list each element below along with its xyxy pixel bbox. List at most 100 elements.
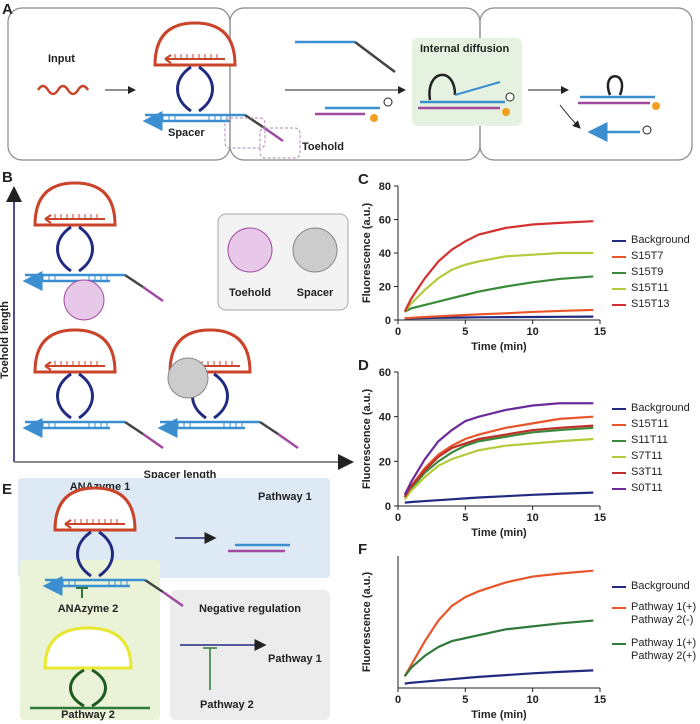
legend-item: S15T13 xyxy=(631,298,670,310)
y-tick-label: 80 xyxy=(379,181,391,193)
series-line xyxy=(403,220,594,313)
x-tick-label: 15 xyxy=(594,694,606,706)
series-line xyxy=(404,669,594,685)
label: Pathway 2 xyxy=(61,709,115,721)
series-line xyxy=(403,402,594,496)
label: Internal diffusion xyxy=(420,43,510,55)
loop xyxy=(428,73,457,101)
x-tick-label: 15 xyxy=(594,512,606,524)
x-axis-title: Time (min) xyxy=(471,527,527,539)
legend-label: S3T11 xyxy=(631,466,663,478)
x-axis-title: Time (min) xyxy=(471,709,527,721)
highlight xyxy=(224,117,266,149)
legend-label: Background xyxy=(631,580,690,592)
legend-label: Background xyxy=(631,402,690,414)
y-axis-title: Fluorescence (a.u.) xyxy=(361,203,373,304)
legend-label: Background xyxy=(631,234,690,246)
legend-item: S15T11 xyxy=(631,282,669,294)
series-line xyxy=(403,424,594,498)
series-line xyxy=(404,308,594,320)
legend-item: S0T11 xyxy=(631,482,663,494)
label: Toehold xyxy=(302,141,344,153)
y-tick-label: 20 xyxy=(379,456,391,468)
x-tick-label: 5 xyxy=(462,512,468,524)
label: Pathway 1 xyxy=(258,491,312,503)
legend-label: S0T11 xyxy=(631,482,663,494)
y-tick-label: 40 xyxy=(379,248,391,260)
label: Pathway 2 xyxy=(200,699,254,711)
axis-title: Toehold length xyxy=(0,301,11,379)
toehold-icon xyxy=(63,279,105,321)
y-tick-label: 60 xyxy=(379,367,391,379)
y-tick-label: 0 xyxy=(385,315,391,327)
input-rna xyxy=(36,84,90,96)
x-tick-label: 0 xyxy=(395,326,401,338)
legend-label: Pathway 1(+) Pathway 2(+) xyxy=(631,637,697,662)
panel-label: C xyxy=(358,171,369,188)
legend-item: Background xyxy=(631,580,690,592)
strand xyxy=(354,41,396,73)
legend-label: Spacer xyxy=(297,287,334,299)
series-line xyxy=(403,569,594,677)
y-tick-label: 40 xyxy=(379,412,391,424)
y-axis-title: Fluorescence (a.u.) xyxy=(361,389,373,490)
spacer-icon xyxy=(167,357,209,399)
y-tick-label: 60 xyxy=(379,215,391,227)
arrow xyxy=(559,104,581,129)
legend-label: S15T11 xyxy=(631,418,669,430)
anazyme xyxy=(145,23,283,141)
fluorophore xyxy=(652,102,660,110)
x-tick-label: 10 xyxy=(527,694,539,706)
label: ANAzyme 2 xyxy=(58,603,119,615)
x-tick-label: 15 xyxy=(594,326,606,338)
y-tick-label: 0 xyxy=(385,501,391,513)
fluorophore xyxy=(370,114,378,122)
series-line xyxy=(403,619,594,677)
legend-label: S7T11 xyxy=(631,450,663,462)
x-tick-label: 0 xyxy=(395,694,401,706)
x-tick-label: 0 xyxy=(395,512,401,524)
legend-label: S15T11 xyxy=(631,282,669,294)
x-tick-label: 10 xyxy=(527,326,539,338)
legend-item: S15T11 xyxy=(631,418,669,430)
legend-item: S15T7 xyxy=(631,250,664,262)
x-tick-label: 5 xyxy=(462,326,468,338)
y-tick-label: 20 xyxy=(379,282,391,294)
y-axis-title: Fluorescence (a.u.) xyxy=(361,572,373,673)
x-tick-label: 5 xyxy=(462,694,468,706)
legend-label: Toehold xyxy=(229,287,271,299)
label: Pathway 1 xyxy=(268,653,322,665)
x-axis-title: Time (min) xyxy=(471,341,527,353)
panel-label: A xyxy=(2,1,13,18)
legend-label: Pathway 1(+) Pathway 2(-) xyxy=(631,601,697,626)
legend-item: S3T11 xyxy=(631,466,663,478)
legend-item: Background xyxy=(631,234,690,246)
series-line xyxy=(404,491,594,504)
legend-item: S7T11 xyxy=(631,450,663,462)
strand xyxy=(454,81,501,96)
legend-item: Background xyxy=(631,402,690,414)
label: Input xyxy=(48,53,75,65)
series-line xyxy=(403,251,594,313)
panel-label: D xyxy=(358,357,369,374)
legend-item: S15T9 xyxy=(631,266,663,278)
anazyme xyxy=(25,330,163,448)
legend-label: S15T7 xyxy=(631,250,664,262)
panel-label: F xyxy=(358,541,367,558)
toehold-icon xyxy=(227,227,273,273)
legend-label: S11T11 xyxy=(631,434,668,446)
quencher xyxy=(383,97,393,107)
quencher xyxy=(505,92,515,102)
series-line xyxy=(404,275,594,313)
legend-item: Pathway 1(+) Pathway 2(+) xyxy=(631,637,697,662)
legend-item: S11T11 xyxy=(631,434,668,446)
box xyxy=(412,38,522,126)
loops xyxy=(69,668,107,708)
series-line xyxy=(403,426,594,498)
spacer-icon xyxy=(292,227,338,273)
legend-label: S15T13 xyxy=(631,298,670,310)
series-line xyxy=(403,437,594,500)
x-tick-label: 10 xyxy=(527,512,539,524)
label: Negative regulation xyxy=(199,603,301,615)
